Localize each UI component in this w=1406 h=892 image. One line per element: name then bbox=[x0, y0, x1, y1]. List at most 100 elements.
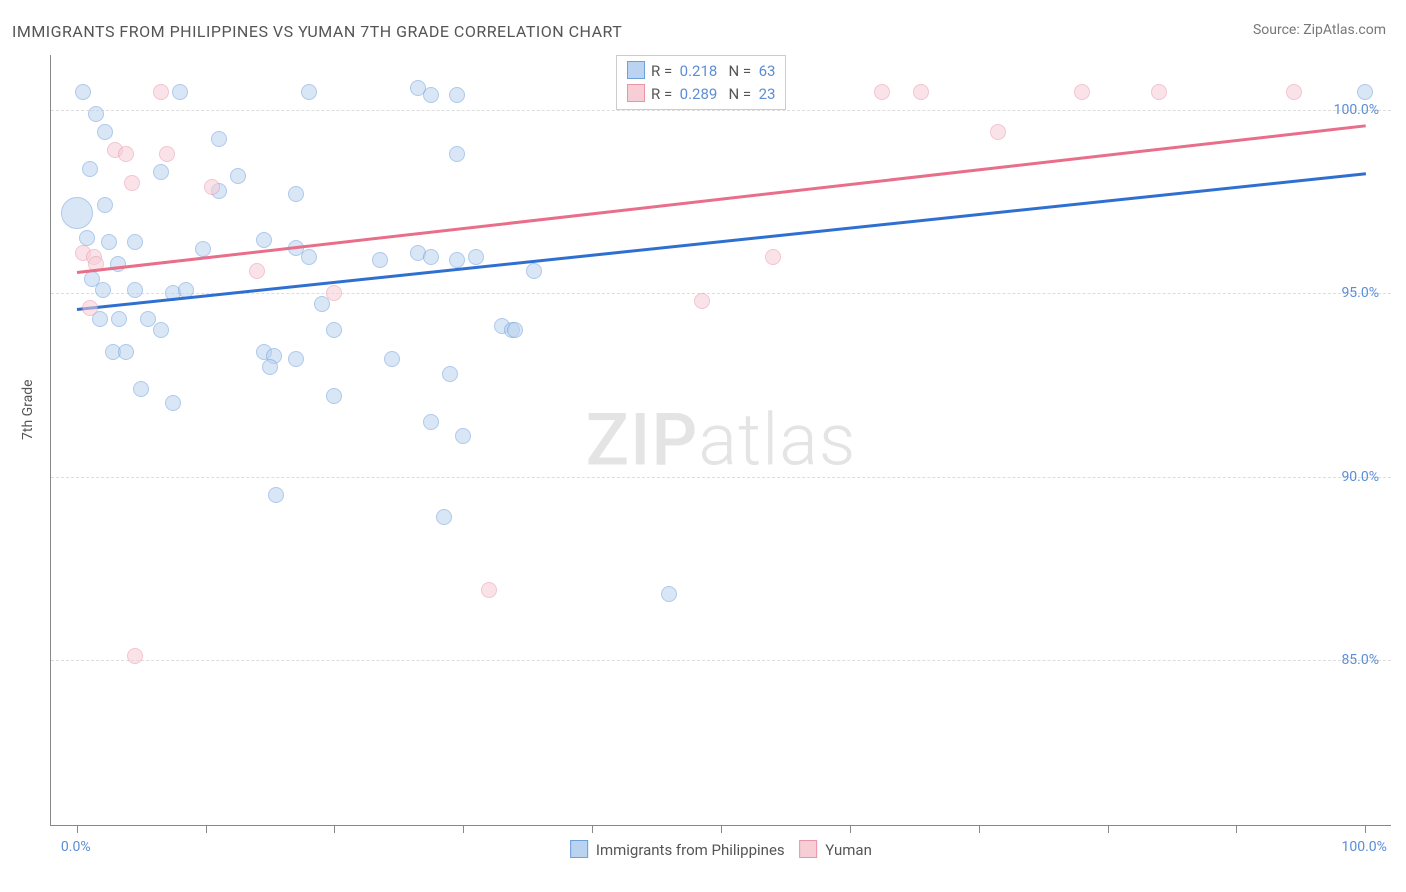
data-point-philippines bbox=[442, 366, 458, 382]
data-point-philippines bbox=[449, 252, 465, 268]
data-point-philippines bbox=[507, 322, 523, 338]
data-point-philippines bbox=[95, 282, 111, 298]
data-point-philippines bbox=[314, 296, 330, 312]
data-point-yuman bbox=[153, 84, 169, 100]
source-attribution: Source: ZipAtlas.com bbox=[1253, 22, 1386, 38]
y-tick-label: 100.0% bbox=[1334, 102, 1379, 118]
data-point-yuman bbox=[204, 179, 220, 195]
x-tick bbox=[206, 825, 207, 833]
data-point-philippines bbox=[661, 586, 677, 602]
x-tick bbox=[1108, 825, 1109, 833]
data-point-philippines bbox=[326, 322, 342, 338]
correlation-legend: R = 0.218 N = 63R = 0.289 N = 23 bbox=[616, 55, 786, 110]
data-point-philippines bbox=[326, 388, 342, 404]
data-point-philippines bbox=[262, 359, 278, 375]
legend-swatch bbox=[570, 840, 588, 858]
source-label: Source: bbox=[1253, 22, 1303, 38]
data-point-philippines bbox=[526, 263, 542, 279]
source-link[interactable]: ZipAtlas.com bbox=[1303, 22, 1386, 38]
y-tick-label: 90.0% bbox=[1341, 469, 1379, 485]
data-point-philippines bbox=[384, 351, 400, 367]
data-point-philippines bbox=[153, 322, 169, 338]
data-point-philippines bbox=[288, 351, 304, 367]
data-point-philippines bbox=[82, 161, 98, 177]
data-point-yuman bbox=[913, 84, 929, 100]
data-point-philippines bbox=[165, 395, 181, 411]
data-point-philippines bbox=[118, 344, 134, 360]
data-point-philippines bbox=[153, 164, 169, 180]
data-point-yuman bbox=[481, 582, 497, 598]
data-point-philippines bbox=[97, 124, 113, 140]
data-point-yuman bbox=[1074, 84, 1090, 100]
x-tick-label: 100.0% bbox=[1342, 839, 1387, 855]
data-point-yuman bbox=[124, 175, 140, 191]
legend-row-philippines: R = 0.218 N = 63 bbox=[627, 60, 775, 83]
x-tick bbox=[721, 825, 722, 833]
x-tick bbox=[334, 825, 335, 833]
gridline bbox=[51, 477, 1391, 478]
trend-line-yuman bbox=[77, 125, 1366, 274]
legend-label: Immigrants from Philippines bbox=[596, 841, 785, 859]
chart-title: IMMIGRANTS FROM PHILIPPINES VS YUMAN 7TH… bbox=[12, 22, 622, 41]
data-point-philippines bbox=[288, 186, 304, 202]
legend-label: Yuman bbox=[825, 841, 872, 859]
data-point-philippines bbox=[230, 168, 246, 184]
gridline bbox=[51, 110, 1391, 111]
data-point-yuman bbox=[249, 263, 265, 279]
data-point-philippines bbox=[449, 146, 465, 162]
data-point-philippines bbox=[110, 256, 126, 272]
r-value: 0.289 bbox=[680, 85, 718, 103]
data-point-philippines bbox=[101, 234, 117, 250]
data-point-philippines bbox=[449, 87, 465, 103]
x-tick bbox=[979, 825, 980, 833]
watermark-light: atlas bbox=[698, 398, 856, 483]
scatter-plot-area: ZIPatlas R = 0.218 N = 63R = 0.289 N = 2… bbox=[50, 55, 1391, 826]
data-point-philippines bbox=[111, 311, 127, 327]
data-point-philippines bbox=[97, 197, 113, 213]
data-point-yuman bbox=[159, 146, 175, 162]
data-point-philippines bbox=[211, 131, 227, 147]
legend-row-yuman: R = 0.289 N = 23 bbox=[627, 83, 775, 106]
x-tick bbox=[1236, 825, 1237, 833]
data-point-philippines bbox=[423, 414, 439, 430]
data-point-philippines bbox=[268, 487, 284, 503]
data-point-yuman bbox=[990, 124, 1006, 140]
data-point-yuman bbox=[1151, 84, 1167, 100]
watermark: ZIPatlas bbox=[586, 398, 857, 483]
data-point-philippines bbox=[1357, 84, 1373, 100]
x-tick bbox=[850, 825, 851, 833]
x-tick bbox=[592, 825, 593, 833]
legend-swatch bbox=[627, 61, 645, 79]
data-point-yuman bbox=[1286, 84, 1302, 100]
data-point-yuman bbox=[874, 84, 890, 100]
data-point-yuman bbox=[82, 300, 98, 316]
x-tick bbox=[77, 825, 78, 833]
gridline bbox=[51, 293, 1391, 294]
data-point-philippines bbox=[455, 428, 471, 444]
x-tick bbox=[463, 825, 464, 833]
data-point-philippines bbox=[61, 197, 93, 229]
data-point-philippines bbox=[256, 232, 272, 248]
y-tick-label: 85.0% bbox=[1341, 652, 1379, 668]
y-axis-label: 7th Grade bbox=[20, 379, 36, 440]
data-point-philippines bbox=[172, 84, 188, 100]
gridline bbox=[51, 660, 1391, 661]
data-point-philippines bbox=[133, 381, 149, 397]
data-point-philippines bbox=[127, 234, 143, 250]
data-point-philippines bbox=[468, 249, 484, 265]
data-point-philippines bbox=[75, 84, 91, 100]
x-tick-label: 0.0% bbox=[61, 839, 91, 855]
data-point-yuman bbox=[127, 648, 143, 664]
data-point-yuman bbox=[118, 146, 134, 162]
data-point-philippines bbox=[423, 87, 439, 103]
data-point-yuman bbox=[765, 249, 781, 265]
y-tick-label: 95.0% bbox=[1341, 285, 1379, 301]
watermark-bold: ZIP bbox=[586, 398, 699, 483]
data-point-yuman bbox=[326, 285, 342, 301]
data-point-philippines bbox=[127, 282, 143, 298]
data-point-yuman bbox=[694, 293, 710, 309]
data-point-philippines bbox=[88, 106, 104, 122]
data-point-philippines bbox=[301, 249, 317, 265]
data-point-philippines bbox=[372, 252, 388, 268]
legend-swatch bbox=[627, 84, 645, 102]
